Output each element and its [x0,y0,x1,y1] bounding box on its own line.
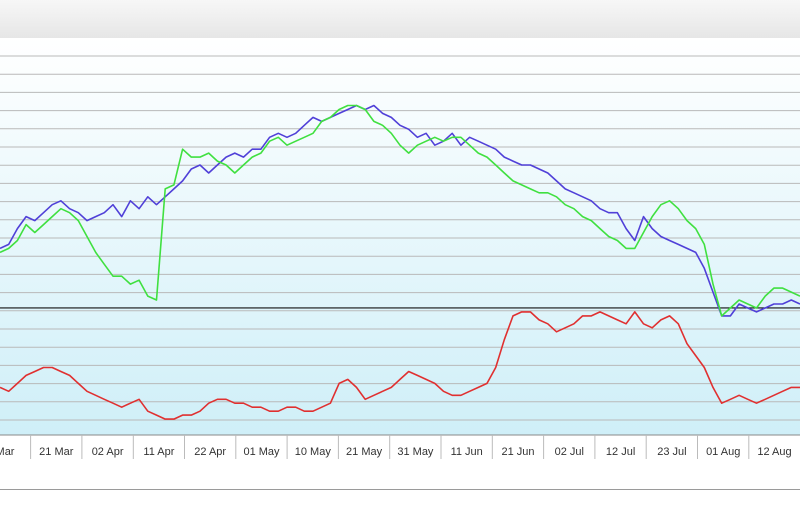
x-tick-label: 01 Aug [706,446,740,458]
x-tick-label: 10 May [295,446,332,458]
x-tick-label: 12 Jul [606,446,635,458]
x-tick-label: 22 Apr [194,446,226,458]
series-line-2 [0,104,800,317]
x-tick-label: 21 May [346,446,383,458]
series-line-3 [0,311,800,420]
x-tick-label: 11 Apr [143,446,174,458]
series-line-1 [0,104,800,317]
x-tick-label: 12 Aug [757,446,791,458]
chart-footer [0,489,800,513]
x-tick-label: 11 Jun [451,446,483,458]
plot-background [0,38,800,435]
line-chart: Mar 21 Mar 02 Apr 11 Apr 22 Apr 01 May 10 May 2… [0,38,800,459]
x-tick-label: Mar [0,446,15,458]
chart-toolbar [0,0,800,39]
x-tick-label: 21 Jun [501,446,534,458]
x-tick-label: 02 Jul [555,446,584,458]
x-tick-label: 02 Apr [92,446,124,458]
chart-area: Mar 21 Mar 02 Apr 11 Apr 22 Apr 01 May 10 May 2… [0,38,800,490]
x-tick-label: 31 May [397,446,434,458]
x-tick-label: 23 Jul [657,446,686,458]
x-tick-label: 01 May [243,446,280,458]
x-tick-label: 21 Mar [39,446,74,458]
